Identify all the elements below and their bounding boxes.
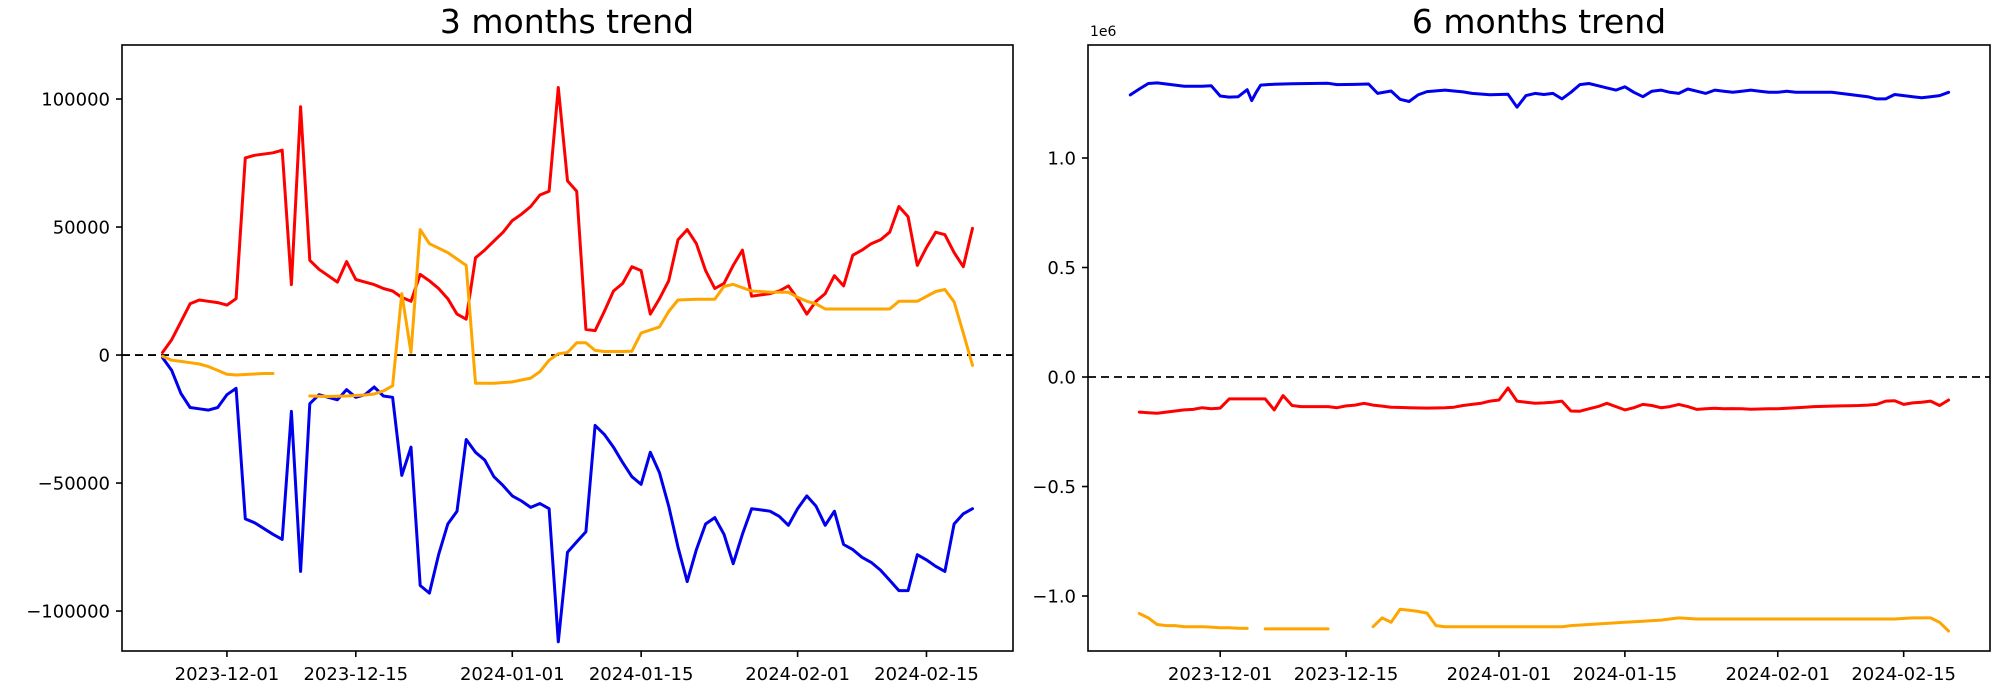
x-tick-label: 2023-12-15 bbox=[1294, 664, 1399, 685]
x-tick-label: 2024-01-15 bbox=[1573, 664, 1678, 685]
series-red-line-0 bbox=[161, 86, 974, 354]
y-tick-label: 50000 bbox=[53, 218, 110, 239]
plot-border bbox=[121, 44, 1014, 652]
x-tick-label: 2023-12-01 bbox=[175, 664, 280, 685]
chart-0: 2023-12-01 2023-12-15 2024-01-01 2024-01-15… bbox=[26, 44, 1014, 685]
series-red-line-0 bbox=[1137, 386, 1951, 415]
plot-border bbox=[1087, 44, 1991, 652]
series-orange-line-1 bbox=[308, 228, 974, 398]
y-tick-label: −0.5 bbox=[1032, 477, 1076, 498]
y-tick-label: 0 bbox=[99, 346, 110, 367]
x-tick-label: 2024-01-01 bbox=[1447, 664, 1552, 685]
series-orange-line-0 bbox=[161, 354, 275, 377]
y-tick-label: 0.5 bbox=[1047, 258, 1076, 279]
series-orange-line-0 bbox=[1137, 612, 1249, 630]
x-tick-label: 2023-12-01 bbox=[1168, 664, 1273, 685]
x-tick-label: 2023-12-15 bbox=[303, 664, 408, 685]
left-chart-title: 3 months trend bbox=[439, 2, 695, 41]
x-tick-label: 2024-02-15 bbox=[1851, 664, 1956, 685]
y-tick-label: −1.0 bbox=[1032, 587, 1076, 608]
right-chart-title: 6 months trend bbox=[1411, 2, 1667, 41]
series-orange-line-2 bbox=[1371, 607, 1951, 633]
x-tick-label: 2024-02-01 bbox=[1725, 664, 1830, 685]
x-tick-label: 2024-01-15 bbox=[589, 664, 694, 685]
series-blue-line-0 bbox=[1128, 81, 1951, 109]
y-tick-label: −100000 bbox=[26, 602, 110, 623]
series-blue-line-0 bbox=[161, 356, 974, 644]
y-tick-label: 0.0 bbox=[1047, 368, 1076, 389]
y-tick-label: 100000 bbox=[41, 90, 110, 111]
x-tick-label: 2024-02-01 bbox=[745, 664, 850, 685]
y-axis-offset-label: 1e6 bbox=[1090, 24, 1117, 40]
chart-1: 2023-12-01 2023-12-15 2024-01-01 2024-01-15… bbox=[1032, 44, 1991, 685]
y-tick-label: 1.0 bbox=[1047, 149, 1076, 170]
x-tick-label: 2024-01-01 bbox=[460, 664, 565, 685]
y-tick-label: −50000 bbox=[38, 474, 110, 495]
x-tick-label: 2024-02-15 bbox=[874, 664, 979, 685]
